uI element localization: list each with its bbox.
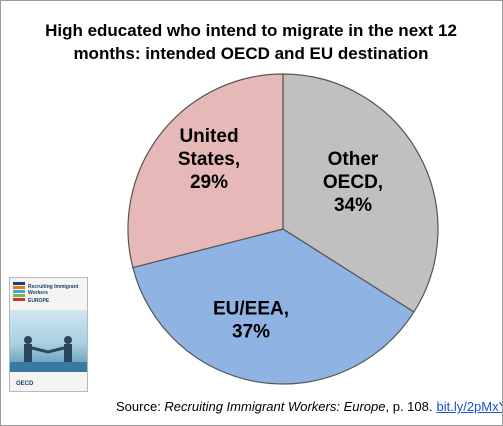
chart-title: High educated who intend to migrate in t… [45, 21, 457, 63]
slice-label: EU/EEA, 37% [213, 299, 289, 343]
pie-slice [132, 228, 415, 385]
book-cover-image: Recruiting Immigrant Workers EUROPE OECD [9, 277, 88, 392]
cover-stripes [13, 282, 25, 304]
cover-title: Recruiting Immigrant Workers [28, 284, 79, 296]
source-suffix: , p. 108. [385, 399, 433, 414]
cover-stripe [13, 290, 25, 293]
pie-slice [282, 73, 439, 313]
pie-slice [127, 73, 284, 269]
cover-subtitle: EUROPE [28, 298, 50, 304]
source-note: Source: Recruiting Immigrant Workers: Eu… [116, 399, 502, 414]
cover-stripe [13, 282, 25, 285]
source-prefix: Source: [116, 399, 165, 414]
slice-label: United States, 29% [178, 126, 240, 193]
cover-stripe [13, 298, 25, 301]
oecd-logo: OECD [16, 381, 34, 387]
cover-photo-handshake [10, 310, 87, 372]
slice-label: Other OECD, 34% [323, 149, 383, 216]
source-link[interactable]: bit.ly/2pMxYtp [436, 399, 502, 414]
cover-stripe [13, 286, 25, 289]
source-work-title: Recruiting Immigrant Workers: Europe [164, 399, 386, 414]
cover-stripe [13, 294, 25, 297]
